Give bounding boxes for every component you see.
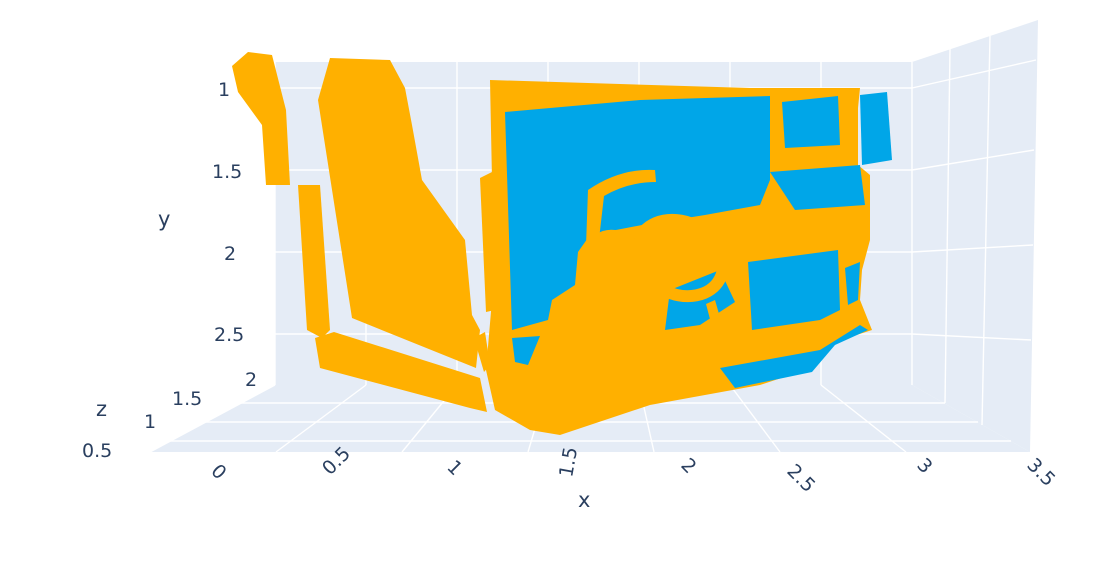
- blue-region: [782, 96, 840, 148]
- x-tick-label: 1: [442, 456, 466, 480]
- blue-region: [770, 165, 865, 210]
- x-tick-label: 3.5: [1022, 454, 1059, 491]
- blue-region: [845, 262, 860, 305]
- y-axis-title: y: [158, 207, 170, 231]
- orange-region: [315, 332, 487, 412]
- z-tick-label: 0.5: [82, 440, 112, 462]
- blue-region: [720, 325, 868, 388]
- z-axis-ticks: 0.5 1 1.5 2: [82, 369, 257, 462]
- blue-region: [512, 336, 540, 365]
- y-axis-ticks: 1 1.5 2 2.5: [212, 79, 244, 346]
- blue-region: [748, 250, 840, 330]
- chair-shape: [579, 169, 730, 362]
- chair-backrest: [586, 169, 656, 248]
- blue-region: [860, 92, 892, 165]
- y-tick-label: 2.5: [214, 324, 244, 346]
- z-axis-title: z: [96, 397, 107, 421]
- chair-leg: [645, 300, 662, 362]
- z-tick-label: 2: [245, 369, 257, 391]
- orange-region: [474, 332, 490, 372]
- blue-region: [505, 96, 770, 330]
- y-tick-label: 1: [218, 79, 230, 101]
- series-blue-point-cloud: [505, 92, 892, 388]
- z-tick-label: 1: [144, 411, 156, 433]
- chair-base: [579, 229, 665, 351]
- x-tick-label: 1.5: [555, 445, 582, 479]
- x-tick-label: 0: [206, 460, 230, 484]
- chair-leg: [706, 300, 725, 338]
- z-tick-label: 1.5: [172, 388, 202, 410]
- orange-region: [232, 52, 290, 185]
- x-axis-title: x: [578, 488, 590, 512]
- x-tick-label: 3: [912, 454, 936, 478]
- orange-region: [318, 58, 480, 368]
- y-tick-label: 1.5: [212, 161, 242, 183]
- x-tick-label: 2.5: [782, 460, 819, 497]
- orange-region: [480, 172, 495, 312]
- y-tick-label: 2: [224, 243, 236, 265]
- x-tick-label: 2: [676, 454, 700, 478]
- orange-region: [298, 185, 330, 338]
- right-wall: [912, 20, 1038, 452]
